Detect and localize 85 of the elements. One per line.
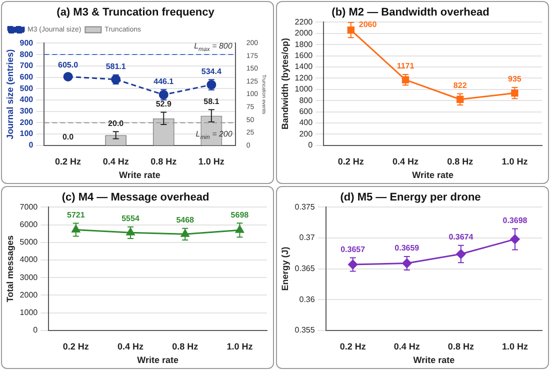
- y-tick-label: 300: [20, 106, 34, 116]
- data-label: 0.3698: [502, 216, 528, 225]
- chart-title: (d) M5 — Energy per drone: [340, 192, 481, 204]
- data-label: 2060: [358, 20, 378, 30]
- data-label: 5554: [122, 214, 140, 224]
- y-tick-label: 0.365: [294, 264, 316, 274]
- y-axis-title: Bandwidth (bytes/op): [280, 38, 290, 130]
- y-tick-label: 600: [299, 107, 314, 116]
- y-tick-label: 400: [299, 118, 314, 128]
- y-tick-label: 2200: [294, 17, 314, 26]
- data-label: 534.4: [201, 66, 222, 76]
- data-label: 935: [508, 74, 522, 84]
- x-axis-title: Write rate: [119, 170, 160, 180]
- data-label: 0.3657: [340, 244, 366, 254]
- y-tick-label: 100: [20, 129, 34, 138]
- data-label: 605.0: [58, 60, 79, 70]
- y-tick-label: 500: [20, 84, 34, 93]
- x-tick-label: 0.8 Hz: [448, 341, 474, 352]
- y-tick-label: 0: [308, 140, 314, 150]
- x-tick-label: 0.4 Hz: [392, 156, 419, 166]
- data-label: 1171: [396, 62, 415, 71]
- x-axis-title: Write rate: [413, 355, 455, 366]
- y-tick-label: 6000: [20, 220, 38, 230]
- y-tick-label: 1600: [294, 51, 314, 60]
- x-tick-label: 0.2 Hz: [340, 341, 366, 352]
- data-label: 0.3674: [448, 232, 474, 242]
- data-label: 581.1: [106, 62, 126, 72]
- x-axis-title: Write rate: [137, 355, 178, 366]
- x-axis-title: Write rate: [412, 170, 454, 180]
- x-tick-label: 0.4 Hz: [394, 341, 420, 352]
- x-tick-label: 0.4 Hz: [117, 341, 144, 352]
- chart-title: (c) M4 — Message overhead: [62, 192, 210, 204]
- y-tick-label: 0: [28, 140, 34, 150]
- data-label: 0.0: [62, 132, 74, 142]
- chart-title: (b) M2 — Bandwidth overhead: [332, 6, 490, 19]
- data-label: 58.1: [204, 96, 220, 106]
- y-tick-label: 7000: [20, 202, 38, 212]
- point: [402, 76, 410, 84]
- y-tick-label: 600: [20, 72, 34, 82]
- x-tick-label: 0.4 Hz: [102, 156, 130, 166]
- x-tick-label: 0.2 Hz: [55, 156, 82, 166]
- y-tick-label: 0.355: [294, 326, 316, 335]
- point: [511, 89, 518, 97]
- y-tick-label: 900: [20, 38, 34, 48]
- data-label: 52.9: [156, 99, 172, 108]
- x-tick-label: 0.8 Hz: [150, 156, 178, 166]
- x-tick-label: 1.0 Hz: [198, 156, 225, 166]
- data-label: 20.0: [108, 118, 124, 128]
- y-tick-label: 1200: [294, 73, 314, 82]
- y-axis-title: Total messages: [4, 235, 15, 302]
- data-label: 5468: [176, 216, 195, 225]
- y-tick-label: 0.37: [299, 233, 316, 242]
- y-tick-label: 2000: [294, 28, 314, 38]
- y-tick-label: 1000: [294, 84, 314, 94]
- x-tick-label: 1.0 Hz: [226, 341, 254, 352]
- y-tick-label: 5000: [20, 238, 38, 247]
- y-tick-label: 2000: [20, 290, 38, 300]
- y-tick-label: 0: [33, 326, 38, 335]
- chart-title: (a) M3 & Truncation frequency: [56, 6, 216, 19]
- x-tick-label: 1.0 Hz: [502, 156, 528, 166]
- y-tick-label: 1400: [294, 62, 314, 72]
- y-tick-label: 800: [299, 96, 314, 105]
- y-tick-label: 0.375: [294, 202, 316, 212]
- y-tick-label: 4000: [20, 255, 38, 264]
- x-tick-label: 0.8 Hz: [447, 156, 474, 166]
- y-tick-label: 1800: [294, 40, 314, 49]
- y-tick-label: 1000: [20, 308, 38, 318]
- y-axis-title: Energy (J): [280, 246, 290, 291]
- y-tick-label: 0.36: [299, 294, 316, 304]
- x-tick-label: 1.0 Hz: [502, 341, 528, 352]
- data-label: 446.1: [154, 76, 174, 86]
- data-label: 5698: [230, 210, 250, 220]
- x-tick-label: 0.2 Hz: [62, 341, 90, 352]
- y-tick-label: 400: [20, 95, 34, 104]
- data-label: 0.3659: [394, 244, 420, 253]
- y-axis-title: Journal size (entries): [4, 49, 15, 140]
- y-tick-label: 800: [20, 50, 34, 59]
- x-tick-label: 0.8 Hz: [172, 341, 199, 352]
- y-tick-label: 700: [20, 61, 34, 70]
- data-label: 5721: [67, 210, 86, 220]
- y-tick-label: 3000: [20, 272, 38, 282]
- y-tick-label: 200: [299, 129, 314, 138]
- y-tick-label: 200: [20, 118, 34, 127]
- x-tick-label: 0.2 Hz: [338, 156, 364, 166]
- data-label: 822: [453, 80, 468, 90]
